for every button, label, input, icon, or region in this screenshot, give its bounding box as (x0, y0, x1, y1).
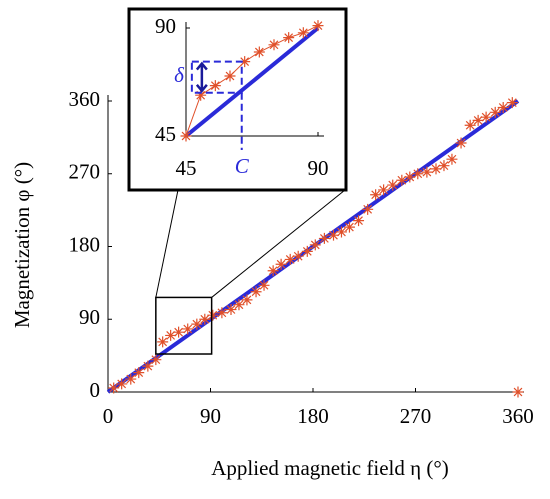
x-tick-label: 360 (502, 404, 534, 428)
data-star (430, 163, 442, 175)
data-star (157, 336, 169, 348)
data-star (225, 304, 237, 316)
c-label: C (235, 154, 250, 178)
data-star (472, 114, 484, 126)
y-tick-label: 270 (69, 160, 101, 184)
data-star (404, 171, 416, 183)
data-star (497, 101, 509, 113)
data-star (301, 245, 313, 257)
data-star (343, 221, 355, 233)
y-tick-label: 360 (69, 87, 101, 111)
delta-label: δ (174, 63, 185, 87)
data-star (207, 309, 219, 321)
data-star (267, 265, 279, 277)
x-axis-label: Applied magnetic field η (°) (211, 456, 448, 480)
y-tick-label: 0 (90, 378, 101, 402)
data-star (378, 184, 390, 196)
data-star (125, 373, 137, 385)
data-star (283, 32, 295, 44)
data-star (396, 174, 408, 186)
data-star (180, 130, 192, 142)
data-line (184, 26, 320, 138)
data-star (165, 329, 177, 341)
data-star (370, 189, 382, 201)
data-star (297, 27, 309, 39)
data-star (191, 318, 203, 330)
data-star (195, 89, 207, 101)
data-star (412, 168, 424, 180)
data-star (173, 326, 185, 338)
zoom-connector (211, 189, 346, 298)
data-line (185, 25, 319, 137)
data-star (284, 253, 296, 265)
data-star (353, 215, 365, 227)
y-tick-label: 90 (79, 305, 100, 329)
data-star (309, 239, 321, 251)
data-star (506, 97, 518, 109)
y-tick-label: 90 (155, 14, 176, 38)
zoom-box (155, 296, 213, 355)
data-star (362, 203, 374, 215)
data-star (480, 111, 492, 123)
x-tick-label: 180 (297, 404, 329, 428)
data-star (239, 56, 251, 68)
x-tick-label: 45 (176, 156, 197, 180)
data-star (318, 232, 330, 244)
data-star (133, 367, 145, 379)
data-star (258, 279, 270, 291)
data-star (421, 166, 433, 178)
data-star (116, 378, 128, 390)
data-star (250, 286, 262, 298)
y-tick-label: 180 (69, 232, 101, 256)
y-axis-label: Magnetization φ (°) (10, 162, 34, 328)
data-star (108, 382, 120, 394)
x-tick-label: 0 (103, 404, 114, 428)
inset-frame (127, 7, 348, 192)
data-star (275, 258, 287, 270)
x-tick-label: 270 (400, 404, 432, 428)
data-star (150, 354, 162, 366)
zoom-connector (155, 189, 179, 298)
data-star (253, 46, 265, 58)
data-star (216, 307, 228, 319)
data-star (455, 137, 467, 149)
data-star (209, 80, 221, 92)
x-tick-label: 90 (308, 156, 329, 180)
delta-box (190, 60, 243, 94)
delta-arrow (195, 61, 208, 93)
data-star (446, 153, 458, 165)
data-star (199, 313, 211, 325)
x-tick-label: 90 (200, 404, 221, 428)
data-star (268, 39, 280, 51)
data-star (142, 360, 154, 372)
data-star (292, 250, 304, 262)
data-star (233, 299, 245, 311)
data-star (438, 160, 450, 172)
data-star (512, 386, 524, 398)
data-star (335, 226, 347, 238)
data-star (328, 229, 339, 241)
data-star (224, 70, 236, 82)
y-tick-label: 45 (155, 122, 176, 146)
data-star (489, 106, 501, 118)
data-star (241, 294, 253, 306)
data-star (312, 20, 324, 32)
data-star (464, 119, 476, 131)
data-star (387, 179, 399, 191)
data-star (182, 323, 194, 335)
